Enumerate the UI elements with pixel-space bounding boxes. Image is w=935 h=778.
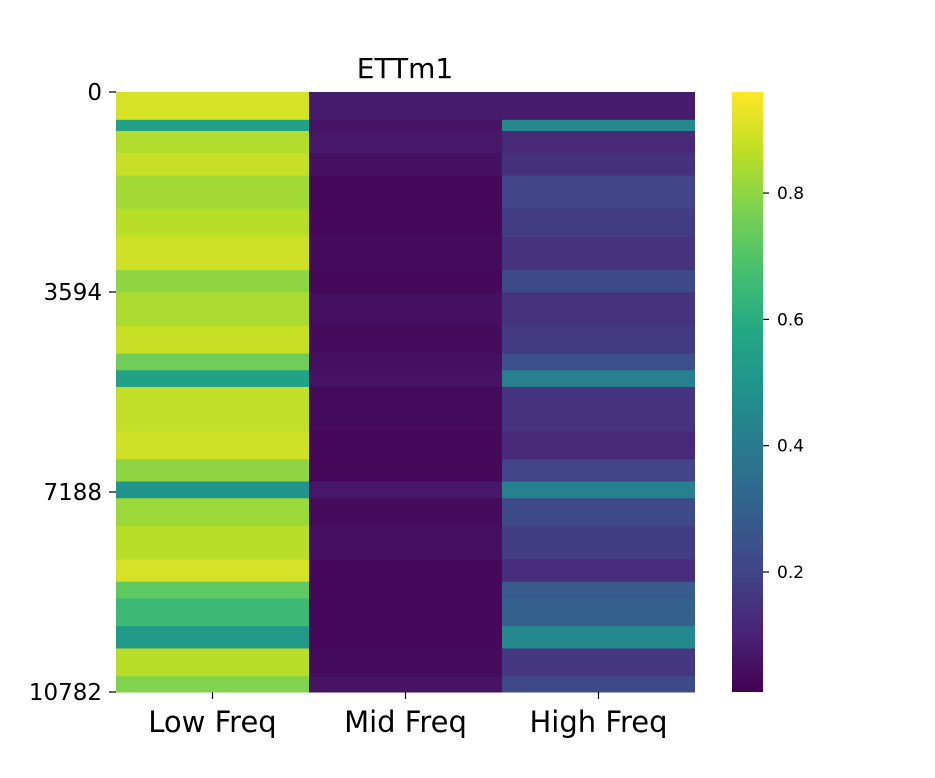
heatmap-cell bbox=[116, 526, 309, 560]
heatmap-cell bbox=[502, 386, 695, 432]
heatmap-cell bbox=[309, 292, 502, 327]
y-axis: 0 3594 7188 10782 bbox=[29, 80, 116, 706]
heatmap-cell bbox=[309, 526, 502, 560]
heatmap-cell bbox=[502, 626, 695, 649]
colorbar-tick-label: 0.6 bbox=[777, 310, 804, 330]
heatmap-cell bbox=[309, 325, 502, 355]
heatmap-cell bbox=[309, 386, 502, 432]
heatmap-cell bbox=[116, 175, 309, 210]
heatmap-cell bbox=[309, 481, 502, 499]
colorbar-tick-label: 0.4 bbox=[777, 437, 804, 457]
heatmap-cell bbox=[116, 153, 309, 176]
x-axis: Low Freq Mid Freq High Freq bbox=[148, 692, 667, 739]
heatmap-cell bbox=[309, 92, 502, 121]
heatmap-cells bbox=[116, 92, 695, 693]
heatmap-cell bbox=[116, 481, 309, 499]
heatmap-cell bbox=[502, 431, 695, 460]
heatmap-cell bbox=[116, 353, 309, 371]
heatmap-cell bbox=[309, 370, 502, 388]
heatmap-cell bbox=[116, 119, 309, 132]
heatmap-cell bbox=[309, 130, 502, 154]
heatmap-cell bbox=[502, 353, 695, 371]
colorbar-axis: 0.2 0.4 0.6 0.8 bbox=[763, 184, 804, 583]
heatmap-cell bbox=[502, 236, 695, 271]
heatmap-cell bbox=[309, 175, 502, 210]
heatmap-cell bbox=[309, 431, 502, 460]
heatmap-cell bbox=[309, 153, 502, 176]
heatmap-cell bbox=[116, 431, 309, 460]
heatmap-cell bbox=[116, 370, 309, 388]
heatmap-cell bbox=[502, 370, 695, 388]
heatmap-cell bbox=[116, 581, 309, 599]
colorbar-tick-label: 0.8 bbox=[777, 184, 804, 204]
heatmap-cell bbox=[116, 208, 309, 238]
heatmap-cell bbox=[116, 130, 309, 154]
heatmap-cell bbox=[502, 292, 695, 327]
x-tick-label: Low Freq bbox=[148, 705, 276, 739]
heatmap-cell bbox=[502, 598, 695, 627]
heatmap-cell bbox=[309, 559, 502, 583]
heatmap-cell bbox=[309, 119, 502, 132]
heatmap-cell bbox=[309, 598, 502, 627]
heatmap-cell bbox=[502, 581, 695, 599]
heatmap-cell bbox=[502, 481, 695, 499]
heatmap-cell bbox=[116, 459, 309, 483]
y-tick-label: 3594 bbox=[43, 280, 102, 306]
heatmap-cell bbox=[116, 498, 309, 527]
heatmap-cell bbox=[116, 386, 309, 432]
x-tick-label: High Freq bbox=[530, 705, 668, 739]
heatmap-cell bbox=[502, 459, 695, 483]
heatmap-cell bbox=[116, 92, 309, 121]
heatmap-cell bbox=[309, 581, 502, 599]
heatmap-cell bbox=[309, 648, 502, 677]
heatmap-cell bbox=[502, 92, 695, 121]
heatmap-cell bbox=[116, 292, 309, 327]
heatmap-cell bbox=[502, 208, 695, 238]
heatmap-cell bbox=[502, 676, 695, 693]
heatmap-cell bbox=[502, 130, 695, 154]
heatmap-cell bbox=[116, 236, 309, 271]
heatmap-cell bbox=[502, 153, 695, 176]
heatmap-cell bbox=[116, 598, 309, 627]
heatmap-cell bbox=[116, 676, 309, 693]
heatmap-cell bbox=[116, 626, 309, 649]
heatmap-cell bbox=[309, 676, 502, 693]
heatmap-cell bbox=[309, 626, 502, 649]
heatmap-cell bbox=[309, 459, 502, 483]
heatmap-cell bbox=[502, 498, 695, 527]
heatmap-cell bbox=[116, 325, 309, 355]
colorbar bbox=[732, 92, 763, 692]
heatmap-cell bbox=[502, 526, 695, 560]
x-tick-label: Mid Freq bbox=[344, 705, 467, 739]
heatmap-cell bbox=[502, 119, 695, 132]
heatmap-cell bbox=[309, 270, 502, 293]
chart-title: ETTm1 bbox=[357, 52, 454, 85]
heatmap-cell bbox=[116, 648, 309, 677]
heatmap-cell bbox=[309, 208, 502, 238]
heatmap-cell bbox=[116, 270, 309, 293]
heatmap-cell bbox=[309, 236, 502, 271]
colorbar-tick-label: 0.2 bbox=[777, 563, 804, 583]
heatmap-cell bbox=[309, 353, 502, 371]
heatmap-cell bbox=[502, 648, 695, 677]
y-tick-label: 0 bbox=[87, 80, 102, 106]
heatmap-cell bbox=[502, 559, 695, 583]
y-tick-label: 10782 bbox=[29, 680, 102, 706]
y-tick-label: 7188 bbox=[43, 480, 102, 506]
heatmap-cell bbox=[502, 270, 695, 293]
heatmap-cell bbox=[309, 498, 502, 527]
heatmap-cell bbox=[502, 325, 695, 355]
heatmap-cell bbox=[502, 175, 695, 210]
heatmap-cell bbox=[116, 559, 309, 583]
